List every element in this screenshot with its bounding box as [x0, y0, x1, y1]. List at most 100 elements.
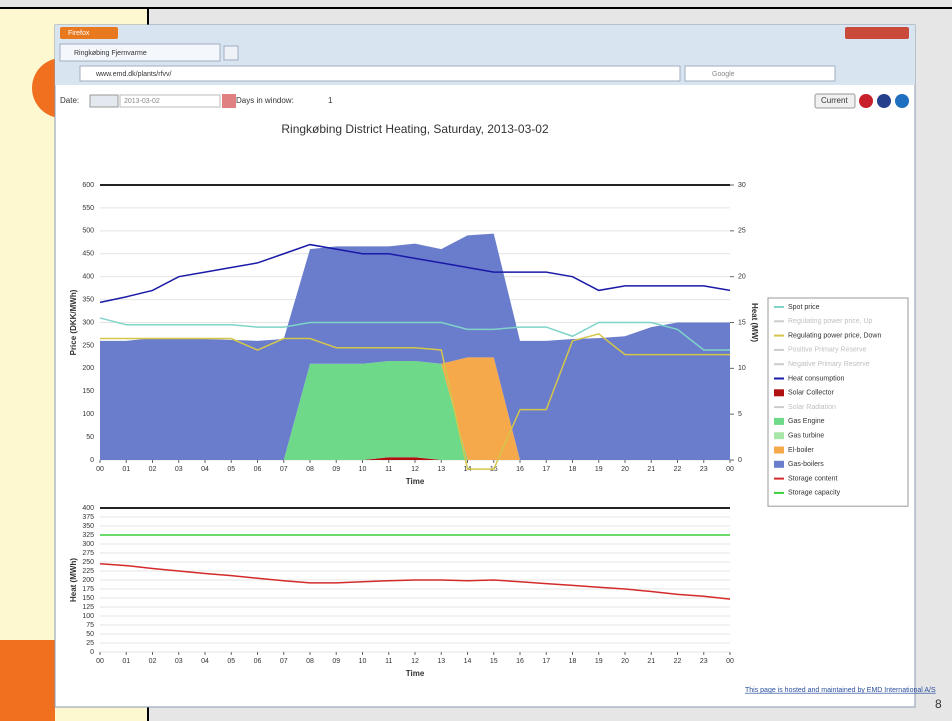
y-tick-label: 400: [82, 274, 94, 281]
line: [99, 317, 730, 351]
x-tick-label: 20: [621, 658, 629, 665]
y-tick-label: 150: [82, 388, 94, 395]
flag-dk[interactable]: [859, 94, 873, 108]
date-field[interactable]: [119, 94, 221, 108]
x-tick-label: 06: [254, 466, 262, 473]
legend-label: Regulating power price, Up: [788, 318, 873, 325]
tab-title: Ringkøbing Fjernvarme: [74, 50, 147, 57]
y2-tick-label: 0: [738, 457, 742, 464]
x-tick-label: 16: [516, 658, 524, 665]
x-tick-label: 03: [175, 658, 183, 665]
x-tick-label: 12: [411, 658, 419, 665]
days-value[interactable]: 1: [328, 96, 333, 105]
y-tick-label: 300: [82, 319, 94, 326]
y-tick-label: 375: [82, 514, 94, 521]
y-tick-label: 450: [82, 251, 94, 258]
current-button[interactable]: [814, 93, 856, 109]
x-tick-label: 09: [332, 658, 340, 665]
y-tick-label: 250: [82, 559, 94, 566]
footer-link[interactable]: This page is hosted and maintained by EM…: [745, 687, 936, 694]
y-tick-label: 200: [82, 365, 94, 372]
line: [100, 333, 730, 470]
new-tab[interactable]: [223, 45, 239, 61]
y2-tick-label: 10: [738, 365, 746, 372]
x-tick-label: 07: [280, 658, 288, 665]
window-controls[interactable]: [845, 27, 909, 39]
x-tick-label: 08: [306, 658, 314, 665]
date-nav[interactable]: [89, 94, 119, 108]
x-tick-label: 03: [175, 466, 183, 473]
x-tick-label: 19: [595, 658, 603, 665]
current-label: Current: [821, 96, 848, 105]
app-button[interactable]: [60, 27, 118, 39]
y-tick-label: 325: [82, 532, 94, 539]
app-button-label: Firefox: [68, 30, 90, 37]
slide-number: 8: [935, 697, 942, 711]
x-tick-label: 21: [647, 658, 655, 665]
search-bar[interactable]: [684, 65, 836, 82]
y-tick-label: 100: [82, 613, 94, 620]
x-tick-label: 15: [490, 658, 498, 665]
charts: Ringkøbing District Heating, Saturday, 2…: [69, 122, 909, 678]
legend-label: Negative Primary Reserve: [788, 361, 870, 368]
search-engine: Google: [712, 71, 735, 78]
tab[interactable]: [59, 43, 221, 62]
url: www.emd.dk/plants/rfvv/: [95, 71, 172, 78]
x-tick-label: 00: [726, 658, 734, 665]
x-tick-label: 21: [647, 466, 655, 473]
y-axis-label: Price (DKK/MWh): [69, 289, 78, 355]
y-tick-label: 25: [86, 640, 94, 647]
x-tick-label: 10: [359, 658, 367, 665]
x-tick-label: 10: [359, 466, 367, 473]
y-tick-label: 400: [82, 505, 94, 512]
y-tick-label: 500: [82, 228, 94, 235]
x-tick-label: 13: [437, 658, 445, 665]
y-tick-label: 100: [82, 411, 94, 418]
legend-label: Gas turbine: [788, 433, 824, 440]
y2-tick-label: 30: [738, 182, 746, 189]
url-bar[interactable]: [79, 65, 681, 82]
info-button[interactable]: [895, 94, 909, 108]
y2-tick-label: 25: [738, 228, 746, 235]
area: [100, 361, 730, 460]
x-tick-label: 09: [332, 466, 340, 473]
x-tick-label: 17: [542, 466, 550, 473]
x-tick-label: 22: [674, 658, 682, 665]
y-tick-label: 125: [82, 604, 94, 611]
x-tick-label: 12: [411, 466, 419, 473]
legend-label: Gas-boilers: [788, 461, 824, 468]
x-tick-label: 19: [595, 466, 603, 473]
y2-tick-label: 20: [738, 274, 746, 281]
x-tick-label: 22: [674, 466, 682, 473]
x-tick-label: 11: [385, 658, 392, 665]
x-tick-label: 04: [201, 466, 209, 473]
x-tick-label: 01: [122, 466, 130, 473]
x-tick-label: 01: [122, 658, 130, 665]
x-tick-label: 18: [569, 466, 577, 473]
x-tick-label: 20: [621, 466, 629, 473]
x-tick-label: 02: [149, 658, 157, 665]
y-tick-label: 300: [82, 541, 94, 548]
y-tick-label: 0: [90, 457, 94, 464]
y-tick-label: 50: [86, 434, 94, 441]
y-tick-label: 0: [90, 649, 94, 656]
y-tick-label: 50: [86, 631, 94, 638]
x-tick-label: 04: [201, 658, 209, 665]
days-label: Days in window:: [236, 96, 294, 105]
y-axis-label: Heat (MWh): [69, 558, 78, 602]
y-tick-label: 175: [82, 586, 94, 593]
y-tick-label: 225: [82, 568, 94, 575]
x-tick-label: 11: [385, 466, 392, 473]
x-tick-label: 00: [726, 466, 734, 473]
x-tick-label: 02: [149, 466, 157, 473]
y2-axis-label: Heat (MW): [750, 303, 759, 342]
legend-label: Solar Collector: [788, 390, 835, 397]
legend-label: Heat consumption: [788, 375, 845, 382]
calendar-button[interactable]: [222, 94, 236, 108]
x-axis-label: Time: [406, 669, 425, 678]
y2-tick-label: 5: [738, 411, 742, 418]
flag-uk[interactable]: [877, 94, 891, 108]
line: [99, 243, 731, 304]
x-tick-label: 14: [464, 658, 472, 665]
